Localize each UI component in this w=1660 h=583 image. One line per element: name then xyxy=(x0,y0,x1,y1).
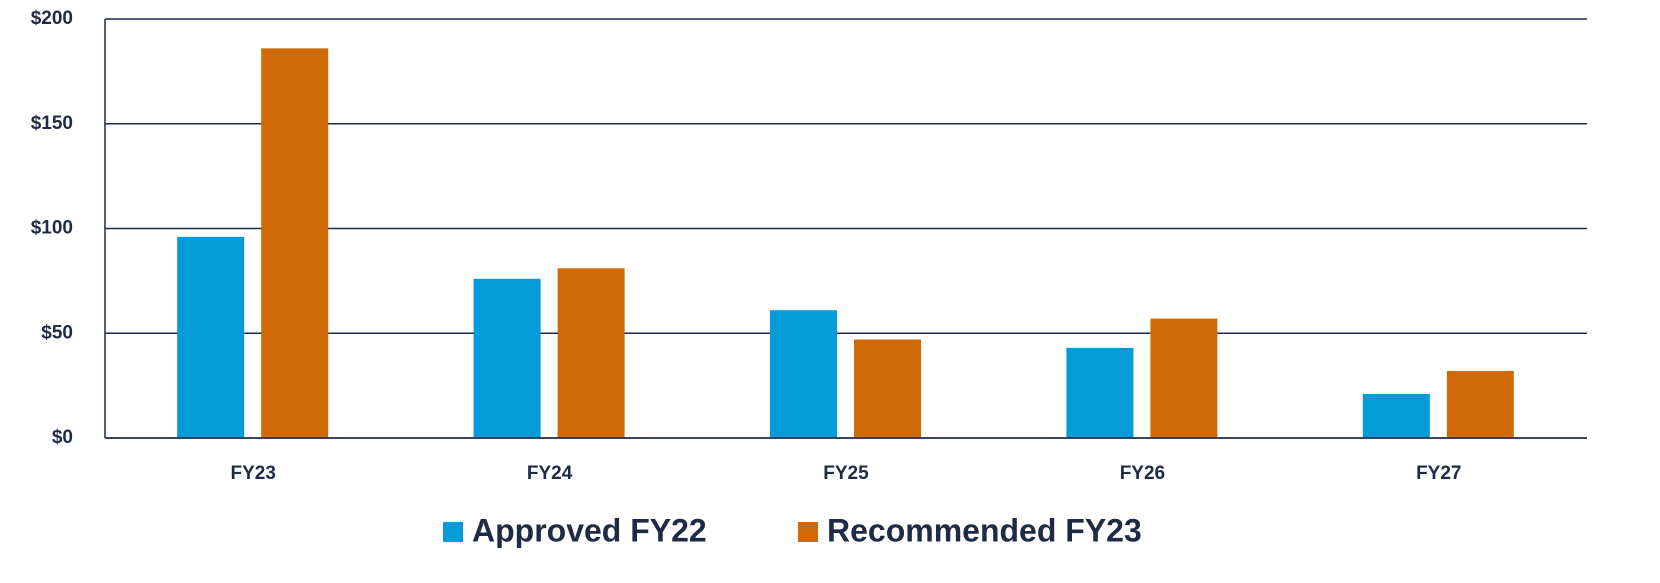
bar xyxy=(1066,347,1134,438)
x-tick-label: FY24 xyxy=(527,463,573,484)
y-tick-label: $0 xyxy=(52,427,73,448)
legend-swatch xyxy=(798,522,818,542)
bar xyxy=(261,48,329,439)
bar xyxy=(1446,370,1514,438)
legend-label: Recommended FY23 xyxy=(827,512,1142,548)
bar xyxy=(770,310,837,438)
y-tick-label: $200 xyxy=(31,8,73,29)
bar xyxy=(854,339,921,438)
y-tick-label: $100 xyxy=(31,218,73,239)
x-tick-label: FY25 xyxy=(823,463,869,484)
bar xyxy=(557,268,625,438)
bar xyxy=(1362,394,1430,438)
legend-label: Approved FY22 xyxy=(472,512,707,548)
bar xyxy=(177,236,245,438)
bar xyxy=(473,278,541,438)
y-tick-label: $150 xyxy=(31,113,73,134)
x-tick-label: FY26 xyxy=(1120,463,1165,484)
x-tick-label: FY23 xyxy=(230,463,275,484)
x-tick-label: FY27 xyxy=(1416,463,1461,484)
y-tick-label: $50 xyxy=(41,322,73,343)
bar xyxy=(1150,318,1218,438)
legend-swatch xyxy=(443,522,463,542)
